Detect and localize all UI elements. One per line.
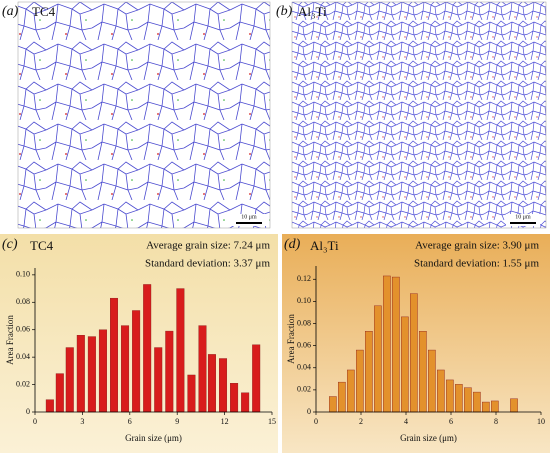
bar (419, 331, 427, 413)
bar (98, 329, 107, 413)
bar (198, 325, 207, 413)
y-tick-label: 0.06 (297, 340, 311, 349)
bar (76, 335, 85, 413)
x-tick-label: 10 (537, 417, 545, 426)
y-tick-label: 0.02 (16, 379, 30, 388)
bar (365, 331, 373, 413)
y-tick-label: 0.08 (16, 297, 30, 306)
panel-label: (a) (2, 4, 19, 19)
bar (473, 391, 481, 413)
bar (383, 275, 391, 413)
bar (392, 276, 400, 413)
chart-title: Al₃Ti (310, 238, 339, 253)
y-axis-label: Area Fraction (5, 315, 15, 365)
y-axis-label: Area Fraction (286, 314, 296, 364)
panel-label: (b) (276, 4, 293, 19)
bar (176, 288, 185, 413)
micrograph-b (291, 1, 547, 229)
x-axis-label: Grain size (μm) (125, 433, 182, 443)
bar (437, 369, 445, 413)
micrograph-a (17, 1, 271, 229)
x-axis-label: Grain size (μm) (400, 433, 457, 443)
panel-name: Al₃Ti (298, 4, 327, 19)
y-tick-label: 0.08 (297, 318, 311, 327)
panel-name: TC4 (32, 4, 56, 19)
bar (510, 398, 518, 413)
bar (110, 297, 118, 413)
bar (154, 347, 163, 413)
annotation: Average grain size: 3.90 μm (415, 240, 539, 252)
bar (374, 305, 382, 413)
bar (446, 379, 454, 413)
bar (132, 310, 141, 413)
annotation: Standard deviation: 1.55 μm (414, 258, 539, 270)
y-tick-label: 0.10 (297, 296, 311, 305)
bar (65, 347, 74, 413)
x-tick-label: 4 (404, 417, 408, 426)
panel-label: (c) (2, 237, 18, 252)
bar (230, 383, 239, 413)
bar (241, 392, 250, 413)
chart-title: TC4 (30, 238, 54, 253)
x-tick-label: 2 (359, 417, 363, 426)
bar (207, 354, 216, 413)
bar (45, 399, 54, 413)
x-tick-label: 12 (221, 417, 229, 426)
bar (347, 369, 355, 413)
bar (428, 349, 436, 413)
bar (252, 344, 261, 413)
y-tick-label: 0.04 (297, 363, 311, 372)
bar (455, 384, 463, 413)
y-tick-label: 0.12 (297, 274, 311, 283)
bar (121, 325, 130, 413)
annotation: Average grain size: 7.24 μm (146, 240, 270, 252)
bar (87, 336, 96, 413)
y-tick-label: 0 (26, 407, 30, 416)
bar (143, 284, 152, 413)
x-tick-label: 6 (128, 417, 132, 426)
y-tick-label: 0.06 (16, 325, 30, 334)
x-tick-label: 6 (449, 417, 453, 426)
annotation: Standard deviation: 3.37 μm (145, 258, 270, 270)
y-tick-label: 0.02 (297, 385, 311, 394)
bar (329, 396, 337, 413)
bar (55, 373, 64, 413)
bar (410, 293, 418, 413)
bar (401, 316, 409, 413)
y-tick-label: 0.04 (16, 352, 30, 361)
y-tick-label: 0 (307, 407, 311, 416)
x-tick-label: 0 (314, 417, 318, 426)
bar (491, 400, 499, 413)
bar (482, 401, 490, 413)
panel-label: (d) (284, 237, 301, 252)
bar (219, 358, 228, 413)
bar (187, 374, 196, 413)
x-tick-label: 8 (494, 417, 498, 426)
x-tick-label: 0 (33, 417, 37, 426)
bar (165, 330, 174, 413)
x-tick-label: 3 (80, 417, 84, 426)
scale-bar-label: 10 μm (515, 214, 531, 220)
scale-bar-label: 10 μm (241, 214, 257, 220)
y-tick-label: 0.10 (16, 270, 30, 279)
x-tick-label: 15 (268, 417, 276, 426)
x-tick-label: 9 (175, 417, 179, 426)
bar (464, 387, 472, 413)
bar (338, 381, 346, 413)
bar (356, 349, 364, 413)
